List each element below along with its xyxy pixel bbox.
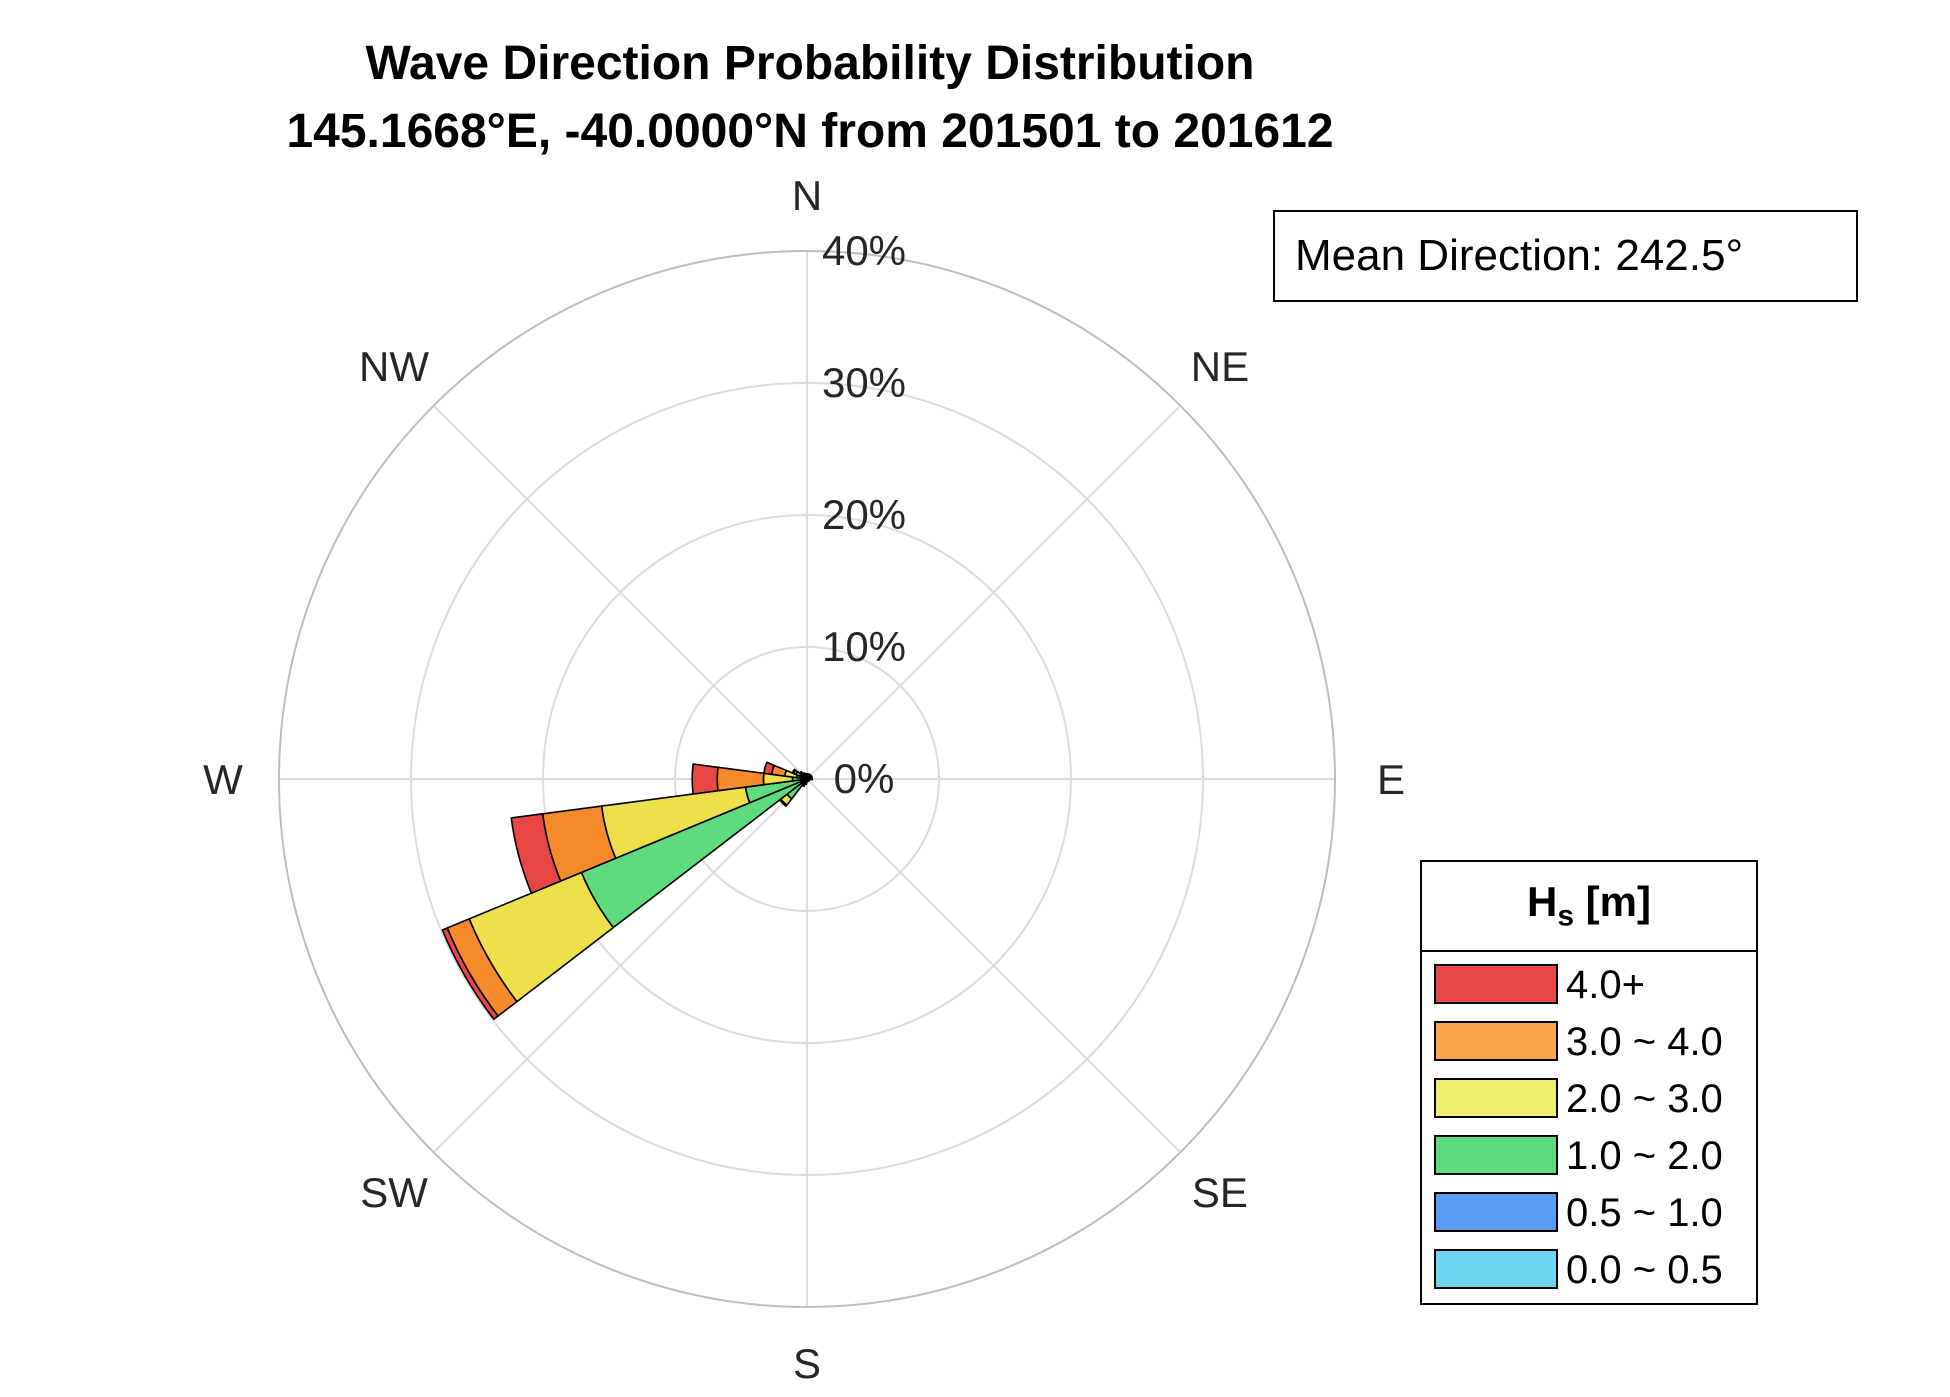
direction-label: S [793,1340,821,1387]
direction-label: E [1377,756,1405,803]
grid-ring [278,250,1336,1308]
polar-labels: 0% 10% 20% 30% 40%N NE E SE S SW W NW [203,172,1405,1387]
rose-bar-segment [810,777,814,781]
legend-swatch [1434,1249,1558,1289]
legend-swatch [1434,1078,1558,1118]
direction-label: SE [1192,1169,1248,1216]
chart-title: Wave Direction Probability Distribution … [0,30,1620,166]
direction-label: NW [359,343,429,390]
legend-swatch [1434,1021,1558,1061]
direction-label: W [203,756,243,803]
legend-item: 1.0 ~ 2.0 [1434,1133,1754,1179]
legend-label: 0.5 ~ 1.0 [1566,1191,1723,1235]
rose-bar-segment [691,763,719,795]
legend-title-main: H [1526,878,1558,925]
grid-ring [674,646,940,912]
chart-title-line1: Wave Direction Probability Distribution [365,37,1255,90]
legend-label: 2.0 ~ 3.0 [1566,1077,1723,1121]
legend-item: 0.5 ~ 1.0 [1434,1190,1754,1236]
legend-swatch [1434,1192,1558,1232]
direction-label: NE [1191,343,1249,390]
radial-tick-label: 40% [822,227,906,274]
grid-ring [542,514,1072,1044]
legend-swatch [1434,964,1558,1004]
rose-bar-segment [804,772,808,777]
legend-label: 1.0 ~ 2.0 [1566,1134,1723,1178]
direction-label: N [792,172,822,219]
rose-bar-segment [510,813,562,894]
rose-bar-segment [798,770,803,775]
legend-title-unit: [m] [1574,878,1652,925]
radial-tick-label: 20% [822,491,906,538]
radial-tick-label: 30% [822,359,906,406]
legend: Hs [m] 4.0+ 3.0 ~ 4.0 2.0 ~ 3.0 1.0 ~ 2.… [1420,860,1758,1305]
mean-direction-box: Mean Direction: 242.5° [1273,210,1858,302]
legend-item: 0.0 ~ 0.5 [1434,1247,1754,1293]
legend-label: 3.0 ~ 4.0 [1566,1020,1723,1064]
radial-tick-label: 0% [834,755,895,802]
legend-item: 4.0+ [1434,962,1754,1008]
legend-title-sub: s [1557,899,1575,933]
legend-item: 2.0 ~ 3.0 [1434,1076,1754,1122]
legend-label: 0.0 ~ 0.5 [1566,1248,1723,1292]
legend-swatch [1434,1135,1558,1175]
rose-bar-segment [778,798,788,808]
rose-bars [441,761,814,1021]
polar-grid [278,250,1336,1308]
rose-bar-segment [441,927,499,1021]
chart-title-line2: 145.1668°E, -40.0000°N from 201501 to 20… [286,105,1334,158]
legend-item: 3.0 ~ 4.0 [1434,1019,1754,1065]
grid-ring [410,382,1204,1176]
rose-bar-segment [763,761,775,776]
rose-bar-segment [801,782,806,788]
legend-title: Hs [m] [1422,862,1756,952]
legend-label: 4.0+ [1566,963,1645,1007]
rose-bar-segment [791,768,797,775]
direction-label: SW [360,1169,428,1216]
radial-tick-label: 10% [822,623,906,670]
